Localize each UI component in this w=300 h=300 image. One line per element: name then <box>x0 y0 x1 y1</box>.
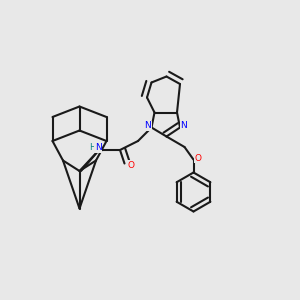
Text: N: N <box>95 143 101 152</box>
Text: O: O <box>128 160 135 169</box>
Text: H: H <box>89 143 96 152</box>
Text: N: N <box>145 122 151 130</box>
Text: O: O <box>194 154 202 163</box>
Text: N: N <box>180 122 187 130</box>
